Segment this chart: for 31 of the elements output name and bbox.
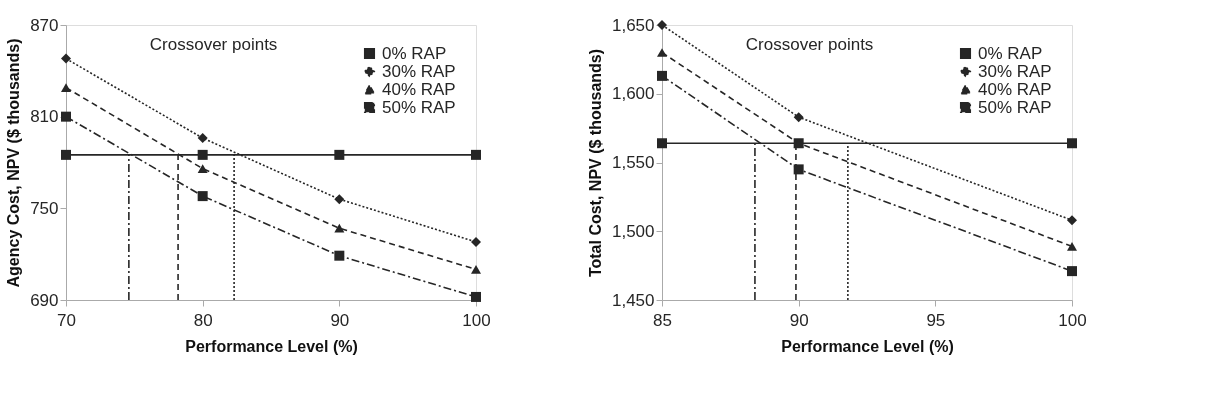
x-tick-label: 85 (653, 310, 672, 330)
x-tick-label: 80 (193, 310, 213, 330)
x-tick-label: 95 (926, 310, 946, 330)
y-tick-label: 750 (30, 198, 59, 218)
x-tick-label: 90 (330, 310, 350, 330)
y-tick-label: 870 (30, 15, 59, 35)
y-tick-label: 1,550 (611, 153, 655, 172)
legend-label: 50% RAP (382, 97, 456, 117)
x-axis-title: Performance Level (%) (185, 337, 358, 355)
y-tick-label: 690 (30, 290, 59, 310)
y-axis-title: Total Cost, NPV ($ thousands) (586, 48, 604, 278)
x-tick-label: 100 (1058, 310, 1087, 330)
x-tick-label: 70 (57, 310, 76, 330)
y-axis-title: Agency Cost, NPV ($ thousands) (5, 38, 23, 288)
annotation: Crossover points (149, 35, 278, 54)
x-tick-label: 100 (462, 310, 491, 330)
y-tick-label: 1,450 (611, 290, 655, 310)
legend-label: 50% RAP (978, 97, 1052, 117)
x-tick-label: 90 (789, 310, 809, 330)
legend-label: 40% RAP (978, 79, 1052, 99)
legend-label: 0% RAP (978, 43, 1043, 63)
legend-label: 30% RAP (978, 61, 1052, 81)
y-tick-label: 810 (30, 107, 59, 127)
y-tick-label: 1,600 (611, 84, 655, 104)
legend-label: 40% RAP (382, 79, 456, 99)
x-axis-title: Performance Level (%) (781, 337, 954, 355)
y-tick-label: 1,650 (611, 15, 655, 35)
y-tick-label: 1,500 (611, 221, 655, 241)
legend-label: 30% RAP (382, 61, 456, 81)
annotation: Crossover points (745, 35, 874, 54)
legend-label: 0% RAP (382, 43, 447, 63)
